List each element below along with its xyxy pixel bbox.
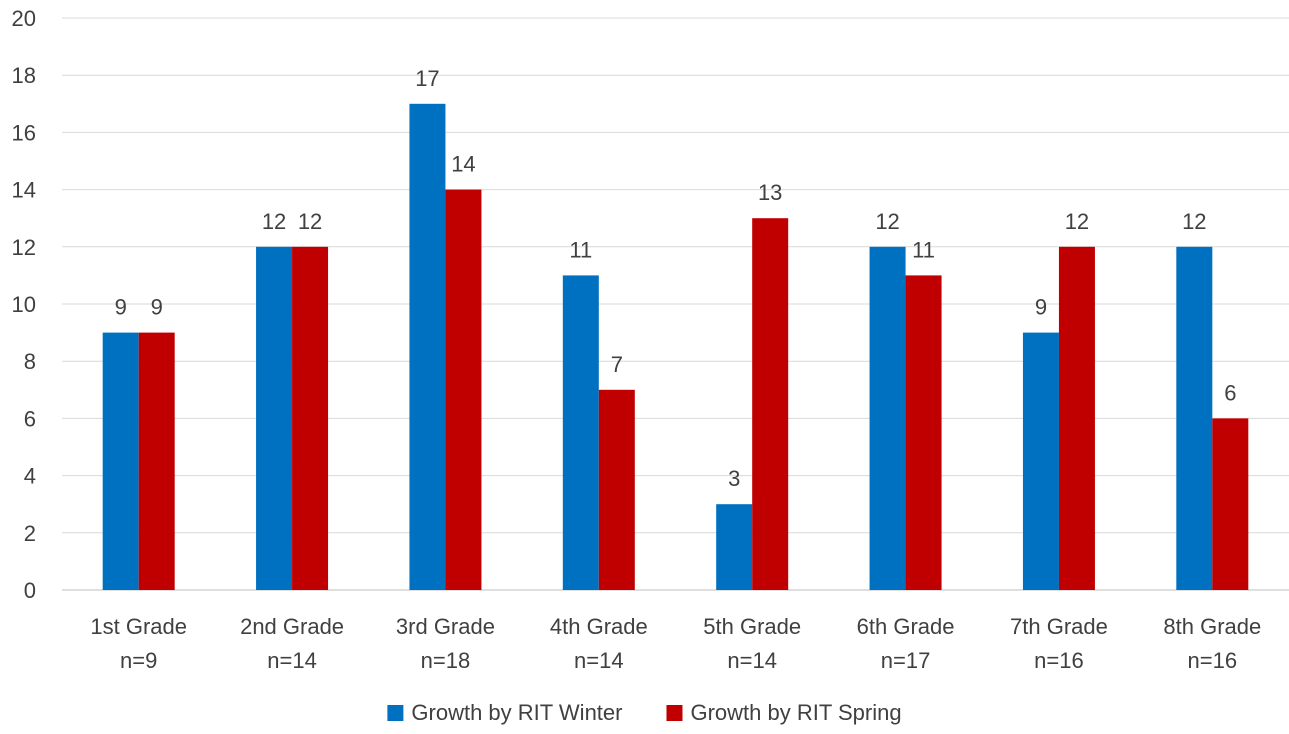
x-tick-label: 2nd Grade [240, 614, 344, 639]
legend-label: Growth by RIT Spring [690, 700, 901, 725]
x-tick-label: 8th Grade [1163, 614, 1261, 639]
legend-swatch [387, 705, 404, 721]
y-tick-label: 16 [12, 120, 36, 145]
x-tick-label: 1st Grade [90, 614, 187, 639]
legend-label: Growth by RIT Winter [411, 700, 622, 725]
y-tick-label: 6 [24, 406, 36, 431]
data-label: 6 [1224, 380, 1236, 405]
bar [1058, 246, 1095, 591]
legend: Growth by RIT Winter Growth by RIT Spring [387, 700, 902, 725]
data-label: 12 [1065, 209, 1089, 234]
bar [752, 218, 789, 590]
x-axis: 1st Grade n=9 2nd Grade n=14 3rd Grade n=18 4t… [90, 614, 1261, 673]
data-label: 12 [262, 209, 286, 234]
gridlines [62, 17, 1289, 591]
x-tick-label: 4th Grade [550, 614, 648, 639]
data-label: 9 [115, 295, 127, 320]
data-label: 11 [912, 237, 935, 262]
x-tick-label: n=16 [1034, 648, 1084, 673]
y-tick-label: 14 [12, 178, 36, 203]
bar [292, 246, 329, 591]
bar [138, 332, 175, 590]
data-label: 9 [1035, 295, 1047, 320]
data-label: 12 [1182, 209, 1206, 234]
x-tick-label: n=18 [421, 648, 471, 673]
bar [598, 389, 635, 590]
bar [869, 246, 906, 591]
bar [445, 189, 482, 590]
x-tick-label: 7th Grade [1010, 614, 1108, 639]
x-tick-label: n=16 [1188, 648, 1238, 673]
x-tick-label: n=14 [574, 648, 624, 673]
data-label: 12 [875, 209, 899, 234]
data-label: 17 [415, 66, 439, 91]
x-tick-label: 6th Grade [857, 614, 955, 639]
y-tick-label: 8 [24, 349, 36, 374]
bars [102, 103, 1249, 591]
bar [102, 332, 139, 590]
y-tick-label: 4 [24, 464, 36, 489]
x-tick-label: n=14 [267, 648, 317, 673]
bar [905, 275, 942, 590]
y-tick-label: 10 [12, 292, 36, 317]
y-tick-label: 18 [12, 63, 36, 88]
bar [1212, 418, 1249, 590]
y-axis: 0 2 4 6 8 10 12 14 16 18 20 [12, 6, 36, 603]
bar [1022, 332, 1059, 590]
bar [716, 504, 753, 590]
data-label: 7 [611, 352, 623, 377]
data-label: 13 [758, 180, 782, 205]
bar [1176, 246, 1213, 591]
x-tick-label: n=14 [727, 648, 777, 673]
bar [256, 246, 293, 591]
x-tick-label: n=9 [120, 648, 157, 673]
y-tick-label: 2 [24, 521, 36, 546]
legend-swatch [666, 705, 683, 721]
data-label: 14 [451, 152, 475, 177]
bar [562, 275, 599, 590]
y-tick-label: 0 [24, 578, 36, 603]
x-tick-label: n=17 [881, 648, 931, 673]
data-label: 9 [151, 295, 163, 320]
data-label: 12 [298, 209, 322, 234]
bar [409, 103, 446, 591]
data-label: 3 [728, 466, 740, 491]
y-tick-label: 12 [12, 235, 36, 260]
x-tick-label: 5th Grade [703, 614, 801, 639]
x-tick-label: 3rd Grade [396, 614, 495, 639]
data-label: 11 [569, 237, 592, 262]
y-tick-label: 20 [12, 6, 36, 31]
